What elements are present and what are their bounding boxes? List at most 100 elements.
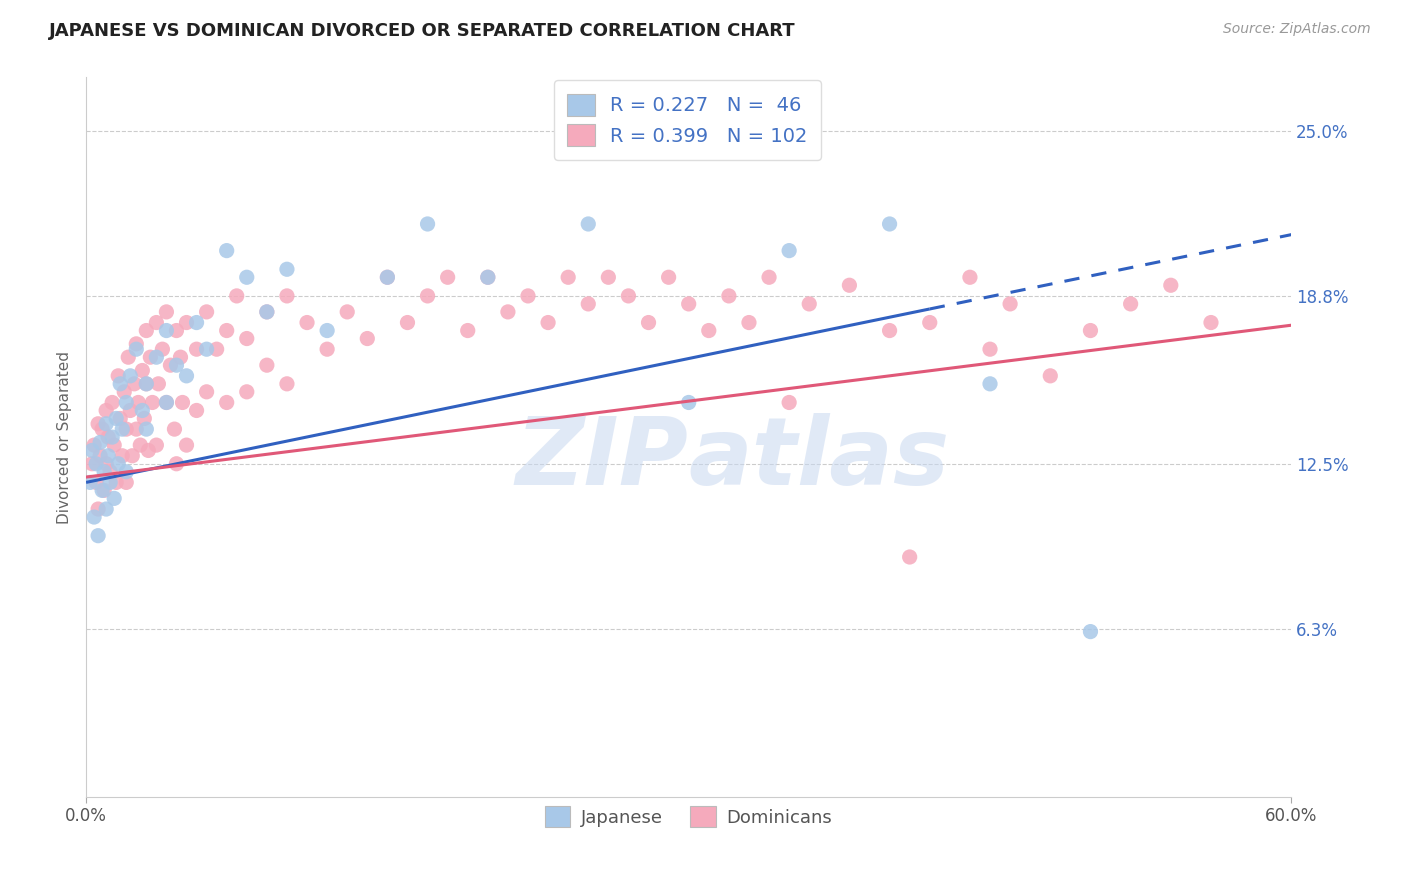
Point — [998, 297, 1021, 311]
Point — [195, 384, 218, 399]
Point — [225, 289, 247, 303]
Y-axis label: Divorced or Separated: Divorced or Separated — [58, 351, 72, 524]
Point — [236, 332, 259, 346]
Point — [107, 457, 129, 471]
Point — [120, 403, 142, 417]
Point — [879, 217, 901, 231]
Point — [105, 411, 128, 425]
Point — [477, 270, 499, 285]
Point — [166, 358, 188, 372]
Point — [135, 324, 157, 338]
Point — [110, 376, 132, 391]
Point — [141, 395, 163, 409]
Point — [377, 270, 399, 285]
Point — [125, 336, 148, 351]
Point — [778, 244, 800, 258]
Point — [155, 395, 177, 409]
Point — [91, 483, 114, 498]
Point — [139, 350, 162, 364]
Point — [1160, 278, 1182, 293]
Point — [1119, 297, 1142, 311]
Point — [101, 395, 124, 409]
Point — [838, 278, 860, 293]
Point — [336, 305, 359, 319]
Point — [316, 324, 339, 338]
Point — [1039, 368, 1062, 383]
Point — [87, 502, 110, 516]
Point — [82, 443, 104, 458]
Point — [103, 491, 125, 506]
Point — [256, 305, 278, 319]
Point — [879, 324, 901, 338]
Point — [195, 305, 218, 319]
Point — [135, 422, 157, 436]
Point — [105, 475, 128, 490]
Point — [598, 270, 620, 285]
Point — [89, 449, 111, 463]
Point — [131, 363, 153, 377]
Point — [166, 457, 188, 471]
Point — [979, 342, 1001, 356]
Point — [134, 411, 156, 425]
Point — [457, 324, 479, 338]
Point — [98, 475, 121, 490]
Point — [799, 297, 821, 311]
Point — [111, 422, 134, 436]
Point — [115, 395, 138, 409]
Point — [537, 316, 560, 330]
Point — [97, 430, 120, 444]
Point — [96, 403, 118, 417]
Point — [155, 305, 177, 319]
Point — [155, 324, 177, 338]
Point — [637, 316, 659, 330]
Point — [135, 376, 157, 391]
Point — [276, 376, 298, 391]
Point — [145, 316, 167, 330]
Point — [236, 384, 259, 399]
Point — [617, 289, 640, 303]
Point — [96, 417, 118, 431]
Point — [496, 305, 519, 319]
Point — [215, 324, 238, 338]
Point — [979, 376, 1001, 391]
Point — [678, 395, 700, 409]
Text: JAPANESE VS DOMINICAN DIVORCED OR SEPARATED CORRELATION CHART: JAPANESE VS DOMINICAN DIVORCED OR SEPARA… — [49, 22, 796, 40]
Point — [166, 324, 188, 338]
Point — [276, 289, 298, 303]
Legend: Japanese, Dominicans: Japanese, Dominicans — [538, 799, 839, 835]
Point — [131, 403, 153, 417]
Point — [276, 262, 298, 277]
Point — [120, 368, 142, 383]
Point — [416, 217, 439, 231]
Point — [416, 289, 439, 303]
Point — [121, 449, 143, 463]
Point — [145, 350, 167, 364]
Point — [959, 270, 981, 285]
Point — [256, 305, 278, 319]
Point — [87, 417, 110, 431]
Point — [176, 438, 198, 452]
Point — [517, 289, 540, 303]
Point — [758, 270, 780, 285]
Point — [172, 395, 194, 409]
Point — [96, 457, 118, 471]
Point — [79, 475, 101, 490]
Point — [436, 270, 458, 285]
Point — [1199, 316, 1222, 330]
Point — [93, 465, 115, 479]
Point — [356, 332, 378, 346]
Point — [148, 376, 170, 391]
Point — [678, 297, 700, 311]
Point — [256, 358, 278, 372]
Point — [110, 411, 132, 425]
Point — [91, 422, 114, 436]
Point — [396, 316, 419, 330]
Point — [127, 395, 149, 409]
Point — [98, 465, 121, 479]
Point — [176, 368, 198, 383]
Point — [316, 342, 339, 356]
Point — [576, 297, 599, 311]
Point — [186, 342, 208, 356]
Point — [159, 358, 181, 372]
Point — [112, 384, 135, 399]
